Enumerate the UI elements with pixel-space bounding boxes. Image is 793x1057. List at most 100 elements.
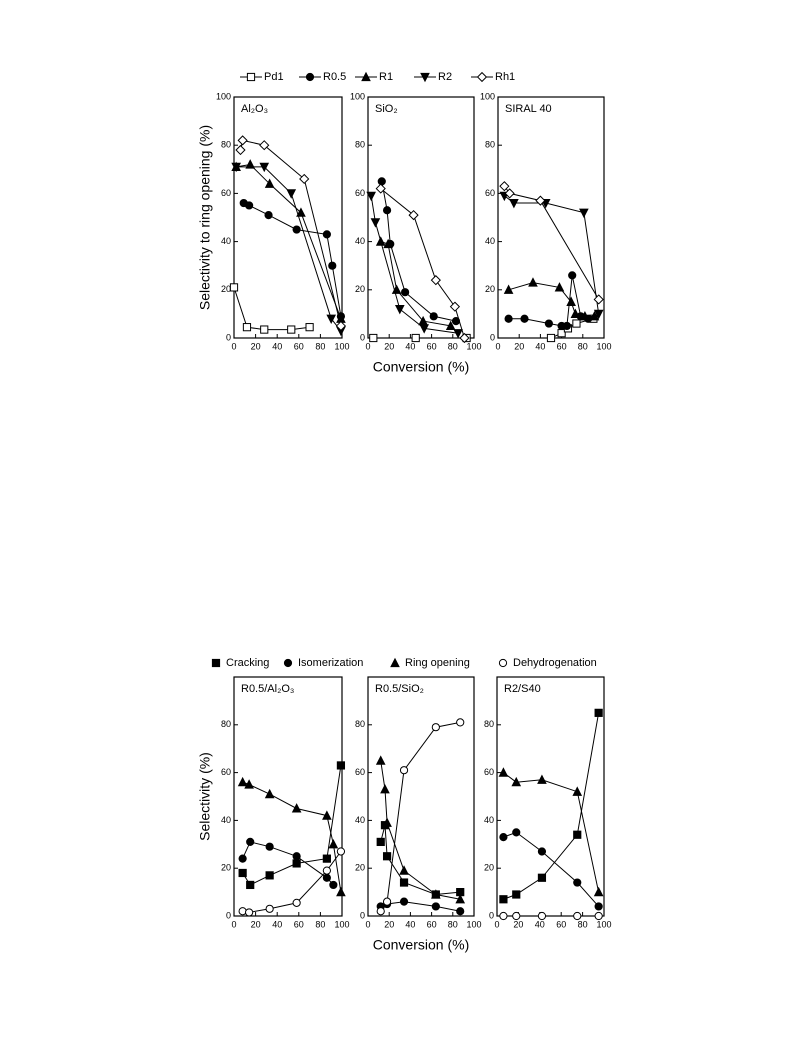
marker — [512, 890, 521, 899]
y-tick-label: 40 — [485, 236, 495, 246]
y-tick-label: 0 — [489, 910, 494, 920]
marker — [237, 135, 248, 146]
marker — [431, 723, 440, 732]
marker — [260, 325, 269, 334]
x-tick-label: 20 — [384, 341, 394, 351]
marker — [537, 873, 547, 882]
x-tick-label: 100 — [596, 341, 611, 351]
marker — [375, 755, 386, 765]
marker — [246, 837, 255, 847]
marker — [431, 889, 441, 899]
x-tick-label: 20 — [513, 919, 523, 929]
panel-title: R0.5/Al₂O₃ — [241, 683, 294, 695]
y-tick-label: 40 — [221, 236, 231, 246]
x-tick-label: 0 — [231, 341, 236, 351]
x-tick-label: 60 — [556, 919, 566, 929]
legend-label: R0.5 — [323, 71, 346, 83]
marker — [283, 658, 293, 668]
marker — [238, 868, 247, 878]
x-tick-label: 20 — [384, 919, 394, 929]
marker — [292, 898, 301, 907]
x-tick-label: 40 — [535, 341, 545, 351]
y-tick-label: 100 — [216, 91, 231, 101]
x-tick-label: 40 — [405, 341, 415, 351]
series-line — [380, 901, 461, 912]
marker — [594, 902, 603, 911]
marker — [238, 854, 247, 863]
marker — [246, 880, 255, 890]
y-tick-label: 0 — [360, 910, 365, 920]
y-tick-label: 60 — [355, 767, 365, 777]
marker — [456, 907, 465, 916]
x-tick-label: 80 — [448, 341, 458, 351]
y-tick-label: 80 — [355, 140, 365, 150]
marker — [259, 162, 270, 173]
marker — [329, 880, 338, 890]
marker — [589, 311, 600, 321]
x-tick-label: 40 — [535, 919, 545, 929]
marker — [573, 830, 582, 839]
marker — [498, 767, 509, 777]
series-line — [236, 163, 342, 319]
x-tick-label: 80 — [315, 341, 325, 351]
marker — [445, 320, 456, 331]
y-tick-label: 0 — [226, 910, 231, 920]
marker — [572, 786, 583, 796]
y-tick-label: 40 — [355, 236, 365, 246]
marker — [291, 803, 302, 813]
marker — [322, 866, 331, 875]
series-line — [380, 188, 465, 339]
marker — [511, 776, 522, 787]
marker — [376, 907, 385, 916]
x-tick-label: 60 — [427, 341, 437, 351]
marker — [420, 72, 430, 83]
marker — [237, 776, 248, 787]
marker — [211, 658, 221, 668]
marker — [382, 852, 392, 861]
marker — [499, 895, 508, 904]
marker — [498, 658, 508, 668]
marker — [326, 314, 337, 325]
x-tick-label: 0 — [365, 919, 370, 929]
y-tick-label: 20 — [221, 284, 231, 294]
y-tick-label: 100 — [350, 91, 365, 101]
marker — [430, 275, 441, 286]
marker — [399, 897, 409, 906]
y-tick-label: 60 — [484, 767, 494, 777]
panel-title: R0.5/SiO₂ — [375, 683, 424, 695]
marker — [259, 140, 270, 151]
marker — [503, 284, 514, 294]
marker — [449, 301, 461, 312]
marker — [594, 911, 603, 921]
marker — [369, 333, 378, 343]
marker — [504, 188, 515, 199]
y-tick-label: 80 — [221, 140, 231, 150]
marker — [305, 72, 315, 82]
series-line — [503, 712, 600, 900]
marker — [264, 788, 275, 799]
series-line — [243, 202, 342, 317]
y-tick-label: 80 — [484, 719, 494, 729]
y-axis-label: Selectivity (%) — [197, 752, 213, 841]
marker — [429, 312, 438, 321]
marker — [572, 319, 581, 328]
marker — [580, 311, 590, 321]
x-axis-label: Conversion (%) — [373, 937, 469, 953]
series-line — [380, 760, 461, 900]
marker — [245, 908, 254, 917]
x-tick-label: 100 — [466, 919, 481, 929]
plot-frame — [367, 96, 475, 339]
marker — [336, 886, 346, 897]
marker — [520, 314, 529, 323]
marker — [537, 774, 547, 784]
marker — [380, 784, 390, 794]
marker — [264, 178, 275, 188]
marker — [512, 911, 521, 921]
marker — [366, 191, 376, 202]
plot-frame — [496, 676, 605, 917]
y-tick-label: 20 — [484, 863, 494, 873]
marker — [382, 897, 392, 906]
marker — [286, 189, 297, 199]
x-tick-label: 40 — [272, 919, 282, 929]
